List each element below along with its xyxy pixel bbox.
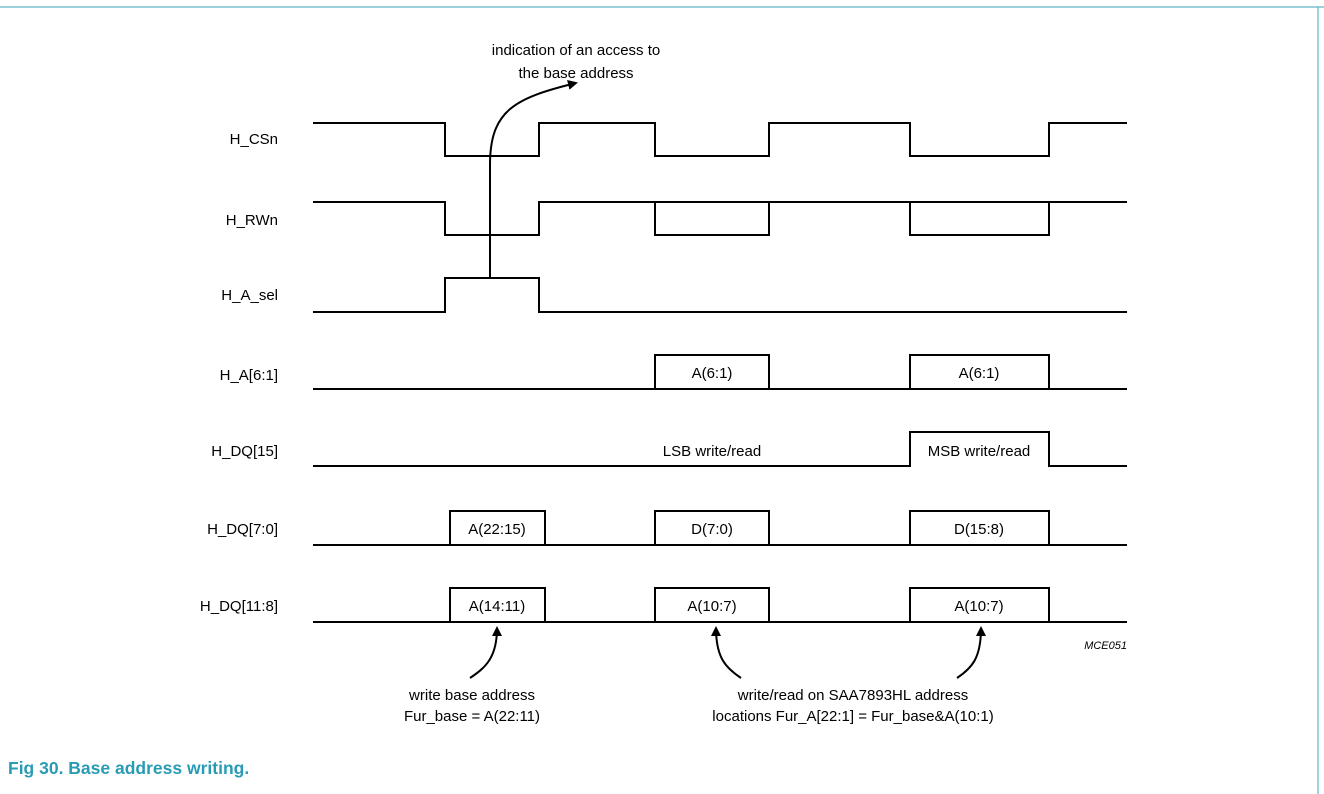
signal-label-h-a-sel: H_A_sel	[221, 287, 278, 304]
annotation-top-line-1: indication of an access to	[492, 42, 660, 59]
figure-caption: Fig 30. Base address writing.	[8, 758, 250, 778]
annotation-rw-line-1: write/read on SAA7893HL address	[737, 687, 968, 704]
waveform-h-a-sel	[313, 277, 1127, 313]
arrow-write-base-address	[469, 626, 502, 679]
waveform-h-rwn-pulse-3	[909, 202, 1050, 236]
waveform-h-rwn-pulse-2	[654, 202, 770, 236]
signal-label-h-csn: H_CSn	[230, 131, 278, 148]
box-label-a-14-11: A(14:11)	[469, 598, 525, 615]
box-label-a-6-1-first: A(6:1)	[692, 365, 733, 382]
signal-label-h-rwn: H_RWn	[226, 212, 278, 229]
box-label-a-6-1-second: A(6:1)	[959, 365, 1000, 382]
annotation-base-line-2: Fur_base = A(22:11)	[404, 708, 540, 725]
label-msb-write-read: MSB write/read	[928, 443, 1031, 460]
box-label-a-10-7-second: A(10:7)	[954, 598, 1003, 615]
signal-label-h-dq-11-8: H_DQ[11:8]	[200, 598, 278, 615]
box-h-dq-11-8-third	[909, 587, 1050, 622]
box-h-dq-7-0-first	[449, 510, 546, 545]
arrow-write-read-lsb	[711, 626, 742, 679]
annotation-base-line-1: write base address	[408, 687, 535, 704]
figure-code: MCE051	[1084, 640, 1127, 652]
signal-label-h-dq-15: H_DQ[15]	[211, 443, 278, 460]
annotation-rw-line-2: locations Fur_A[22:1] = Fur_base&A(10:1)	[712, 708, 993, 725]
arrow-access-indication	[489, 80, 578, 278]
box-label-a-22-15: A(22:15)	[468, 521, 526, 538]
box-h-a-6-1-first	[654, 354, 770, 389]
waveform-h-csn	[313, 122, 1127, 157]
arrow-write-read-msb	[956, 626, 986, 679]
box-h-dq-11-8-first	[449, 587, 546, 622]
box-h-dq-7-0-third	[909, 510, 1050, 545]
box-h-dq-7-0-second	[654, 510, 770, 545]
box-label-d-15-8: D(15:8)	[954, 521, 1004, 538]
waveform-h-dq-15	[313, 431, 1127, 467]
box-h-a-6-1-second	[909, 354, 1050, 389]
box-label-d-7-0: D(7:0)	[691, 521, 733, 538]
annotation-top-line-2: the base address	[518, 65, 633, 82]
box-label-a-10-7-first: A(10:7)	[687, 598, 736, 615]
signal-label-h-a-6-1: H_A[6:1]	[220, 367, 278, 384]
signal-label-h-dq-7-0: H_DQ[7:0]	[207, 521, 278, 538]
box-h-dq-11-8-second	[654, 587, 770, 622]
waveform-h-rwn	[313, 201, 1127, 236]
label-lsb-write-read: LSB write/read	[663, 443, 761, 460]
